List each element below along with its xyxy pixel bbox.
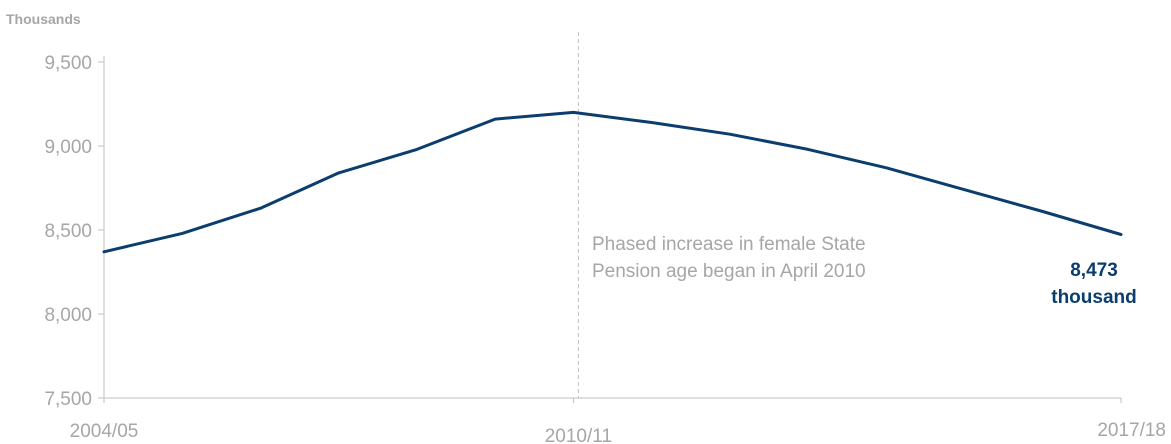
y-tick-label: 9,000 xyxy=(44,137,92,158)
y-tick-label: 8,000 xyxy=(44,305,92,326)
annotation-line-1: Phased increase in female State xyxy=(592,234,866,255)
x-tick-label: 2017/18 xyxy=(1097,420,1166,441)
series-line xyxy=(102,110,1123,254)
y-tick-label: 9,500 xyxy=(44,53,92,74)
x-axis-ticks: 2004/05 2010/11 2017/18 xyxy=(70,398,1166,444)
y-axis-ticks: 7,500 8,000 8,500 9,000 9,500 xyxy=(44,53,104,410)
x-tick-label: 2004/05 xyxy=(70,421,139,442)
y-tick-label: 7,500 xyxy=(44,389,92,410)
y-tick-label: 8,500 xyxy=(44,221,92,242)
annotation-line-2: Pension age began in April 2010 xyxy=(592,261,866,282)
x-tick-label: 2010/11 xyxy=(545,426,612,444)
unit-label: Thousands xyxy=(6,11,81,27)
end-unit-label: thousand xyxy=(1051,287,1137,308)
end-value-label: 8,473 xyxy=(1070,260,1118,281)
